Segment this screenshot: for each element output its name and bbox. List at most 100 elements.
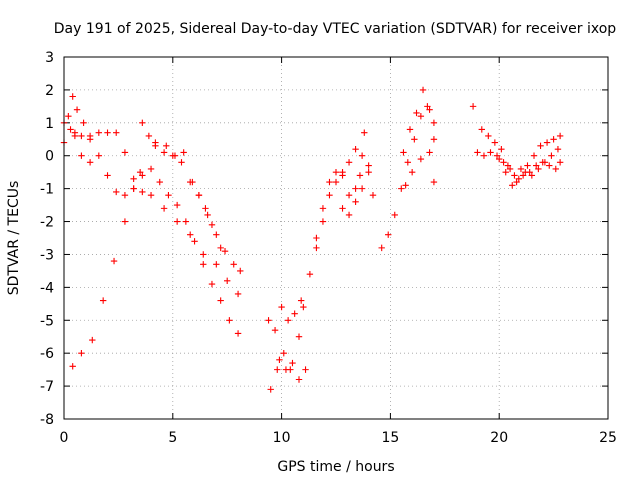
data-point [297,297,305,304]
data-point [237,267,244,275]
data-point [417,155,425,163]
data-point [541,159,549,166]
data-point [291,310,298,317]
data-point [400,149,407,156]
data-point [361,129,368,136]
data-point [189,178,196,186]
y-tick-label: -4 [40,280,54,296]
data-point [491,139,499,146]
data-point [513,178,520,186]
series-track-G [189,178,224,252]
data-point [352,145,359,153]
data-point [204,211,211,219]
data-point [554,145,562,153]
data-point [147,192,155,199]
data-point [200,261,207,268]
data-point [530,152,538,159]
data-point [73,106,81,113]
data-point [345,192,353,199]
data-point [276,356,283,363]
data-point [295,333,303,340]
data-point [145,132,153,140]
data-point [234,330,242,337]
data-point [278,303,285,311]
data-point [213,231,220,238]
data-point [548,152,555,159]
data-point [226,317,233,324]
y-tick-label: 2 [45,83,54,99]
y-tick-label: -8 [40,412,54,428]
series-track-J [276,168,377,373]
data-point [221,247,229,255]
series-track-A [60,126,242,298]
y-axis-label: SDTVAR / TECUs [6,181,22,296]
series-track-O [402,149,438,189]
data-point [78,152,85,159]
data-point [191,238,198,245]
series-track-K [313,145,372,252]
y-tick-label: -7 [40,379,54,395]
data-point [234,290,242,298]
data-point [406,126,414,133]
data-point [378,244,385,252]
data-point [502,168,509,176]
y-tick-label: 1 [45,116,54,132]
data-point [426,106,433,113]
data-point [313,244,320,252]
x-tick-label: 0 [60,430,69,446]
data-point [519,172,527,179]
data-point [345,211,353,219]
data-point [147,165,155,173]
y-tick-label: -1 [40,182,54,198]
data-point [213,261,220,268]
data-point [411,136,418,143]
data-point [485,132,492,140]
data-point [339,168,346,176]
chart-title: Day 191 of 2025, Sidereal Day-to-day VTE… [54,21,617,37]
grid-lines [63,56,609,420]
x-tick-label: 25 [599,430,617,446]
data-point [493,152,501,159]
data-point [535,165,542,173]
data-point [537,142,544,150]
series-track-P [469,103,564,179]
data-point [300,303,307,311]
series-track-N [400,86,438,156]
data-point [326,178,333,186]
series-track-D [69,168,144,370]
data-point [121,192,129,199]
data-point [552,165,559,173]
data-point [160,205,168,212]
data-point [130,175,137,182]
data-point [163,142,170,150]
data-point [289,359,296,367]
data-point [487,149,494,156]
plot-frame [63,56,609,420]
data-point [230,261,237,268]
x-tick-label: 20 [490,430,508,446]
data-point [208,280,216,288]
data-point [121,149,129,156]
y-tick-label: -2 [40,215,54,231]
data-point [532,162,540,169]
data-point [182,218,190,225]
data-point [306,271,314,278]
data-point [165,192,172,199]
data-point [121,218,129,225]
x-tick-label: 10 [273,430,291,446]
data-point [302,366,309,373]
data-point [419,86,427,94]
data-point [504,162,512,169]
x-axis-label: GPS time / hours [277,459,394,475]
y-tick-label: 0 [45,149,54,165]
data-point [369,192,377,199]
data-point [95,129,103,136]
data-point [71,132,79,140]
data-point [524,162,531,169]
data-point [139,188,146,196]
data-point [313,234,320,242]
data-point [509,182,516,189]
data-point [365,168,372,176]
data-point [319,205,327,212]
data-point [86,159,94,166]
